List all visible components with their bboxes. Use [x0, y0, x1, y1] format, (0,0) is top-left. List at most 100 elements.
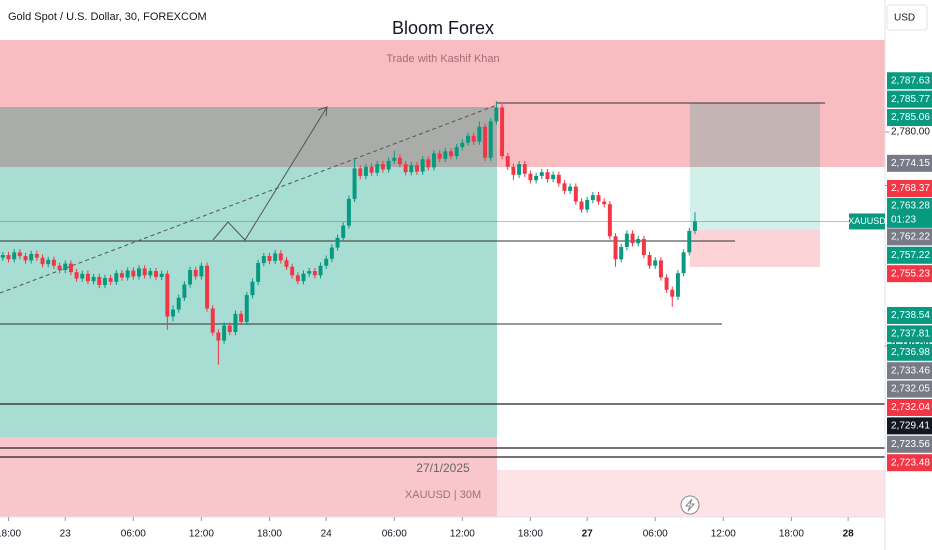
candle-body — [205, 265, 210, 309]
price-label-box — [887, 398, 932, 416]
candle-body — [51, 259, 56, 266]
candle-body — [528, 173, 533, 181]
candle-body — [375, 164, 380, 173]
price-label-box — [887, 90, 932, 108]
candle-body — [692, 221, 697, 231]
candle-body — [466, 135, 471, 143]
candle-body — [40, 257, 45, 265]
x-tick-label: 06:00 — [121, 529, 146, 540]
candle-body — [46, 259, 51, 265]
candle-body — [171, 309, 176, 317]
price-label: 2,736.98 — [891, 347, 930, 358]
candle-body — [545, 172, 550, 180]
candle-body — [256, 263, 261, 282]
price-label-box — [887, 179, 932, 197]
candle-body — [307, 271, 312, 274]
candle-body — [658, 260, 663, 278]
candle-body — [556, 174, 561, 184]
candle-body — [500, 107, 505, 157]
price-label-box — [887, 362, 932, 380]
candle-body — [414, 165, 419, 172]
candle-body — [290, 266, 295, 276]
candle-body — [29, 253, 34, 261]
price-label-box — [887, 435, 932, 453]
candle-body — [6, 255, 11, 260]
countdown: 01:23 — [891, 215, 916, 226]
price-label-box — [887, 417, 932, 435]
x-tick-label: 12:00 — [450, 529, 475, 540]
axis-labels: 2,780.002,770.002,740.0018:002306:0012:0… — [0, 72, 932, 540]
candle-body — [80, 273, 85, 279]
candle-body — [12, 252, 17, 260]
candle-body — [239, 313, 244, 322]
candle-body — [210, 308, 215, 333]
lightning-icon[interactable] — [680, 495, 700, 515]
candle-body — [23, 256, 28, 261]
candle-body — [664, 277, 669, 290]
candle-body — [114, 273, 119, 282]
candle-body — [647, 255, 652, 266]
x-tick-label: 18:00 — [257, 529, 282, 540]
candle-body — [159, 273, 164, 277]
candle-body — [273, 253, 278, 261]
candle-body — [624, 233, 629, 248]
candle-body — [227, 325, 232, 333]
zone — [0, 437, 497, 517]
candle-body — [636, 238, 641, 244]
price-label: 2,757.22 — [891, 250, 930, 261]
candle-body — [426, 159, 431, 168]
candle-body — [165, 273, 170, 317]
candle-body — [188, 269, 193, 285]
symbol-tag — [849, 213, 885, 230]
candle-body — [17, 252, 22, 257]
watermark: XAUUSD | 30M — [405, 489, 481, 501]
x-tick-label: 18:00 — [779, 529, 804, 540]
price-label: 2,733.46 — [891, 365, 930, 376]
candle-body — [653, 260, 658, 266]
candle-body — [613, 236, 618, 260]
position-target — [690, 167, 820, 230]
candle-body — [403, 164, 408, 173]
candles — [0, 101, 885, 365]
candle-body — [137, 268, 141, 277]
candle-body — [261, 256, 266, 264]
price-label-box — [887, 454, 932, 472]
price-label: 2,723.56 — [891, 439, 930, 450]
zone — [0, 40, 885, 107]
candle-body — [369, 166, 374, 173]
symbol-header: Gold Spot / U.S. Dollar, 30, FOREXCOM — [8, 11, 207, 23]
candle-body — [392, 157, 397, 161]
candle-body — [517, 164, 522, 175]
candle-body — [539, 172, 544, 176]
price-label: 2,729.41 — [891, 421, 930, 432]
candle-body — [454, 147, 459, 157]
candle-body — [85, 273, 90, 282]
candle-body — [488, 121, 493, 158]
candle-body — [437, 153, 442, 159]
candle-body — [460, 142, 465, 148]
price-label: 2,755.23 — [891, 268, 930, 279]
price-label-box — [887, 265, 932, 283]
candle-body — [358, 168, 363, 176]
x-tick-label: 12:00 — [189, 529, 214, 540]
candle-body — [119, 273, 124, 278]
candle-body — [91, 276, 96, 282]
candle-body — [607, 204, 612, 237]
candle-body — [176, 297, 181, 310]
x-tick-label: 28 — [843, 529, 855, 540]
currency-button[interactable] — [886, 4, 928, 31]
candle-body — [596, 195, 601, 202]
price-label: 2,732.05 — [891, 384, 930, 395]
candle-body — [284, 260, 289, 267]
price-label: 2,723.48 — [891, 457, 930, 468]
candle-body — [534, 175, 539, 181]
position-stop — [690, 103, 820, 167]
candle-body — [102, 278, 107, 285]
price-label: 2,738.54 — [891, 310, 930, 321]
candle-body — [57, 265, 62, 270]
candle-body — [267, 256, 272, 261]
candle-body — [97, 276, 102, 285]
candle-body — [568, 186, 573, 191]
candle-body — [74, 272, 79, 279]
position-risk — [690, 230, 820, 267]
